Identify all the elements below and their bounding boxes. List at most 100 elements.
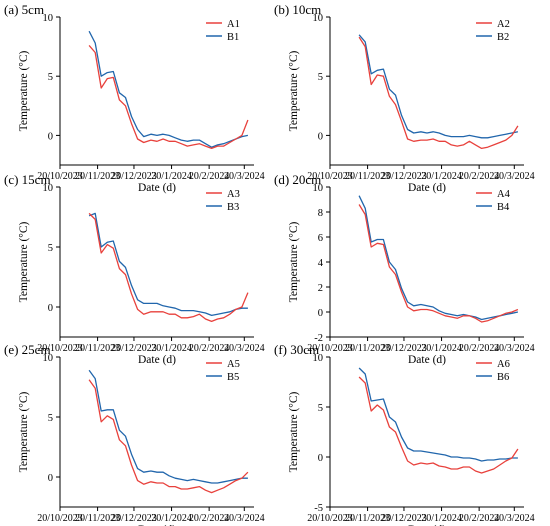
y-tick-label: 10 [43, 183, 54, 194]
x-tick-label: 20/2/2024 [459, 513, 500, 524]
series-line-B3 [88, 212, 248, 317]
y-axis-title: Temperature (°C) [18, 391, 30, 472]
legend-label: B3 [227, 202, 239, 213]
legend-label: B4 [497, 202, 510, 213]
x-tick-label: 20/12/2023 [111, 513, 157, 524]
x-tick-label: 20/10/2023 [37, 343, 83, 354]
series-line-B2 [358, 34, 519, 139]
legend-label: B5 [227, 372, 239, 383]
y-tick-label: 5 [318, 403, 323, 414]
x-tick-label: 20/1/2024 [421, 171, 462, 182]
y-axis-title: Temperature (°C) [288, 391, 300, 472]
x-tick-label: 20/11/2023 [345, 343, 390, 354]
legend-label: B1 [227, 32, 239, 43]
x-tick-label: 20/12/2023 [381, 513, 427, 524]
x-tick-label: 20/11/2023 [75, 171, 120, 182]
y-axis-title: Temperature (°C) [288, 50, 300, 131]
x-tick-label: 20/11/2023 [75, 513, 120, 524]
x-tick-label: 20/12/2023 [111, 343, 157, 354]
y-tick-label: 0 [48, 303, 53, 314]
x-tick-label: 20/10/2023 [37, 171, 83, 182]
y-tick-label: 0 [48, 473, 53, 484]
y-axis-title: Temperature (°C) [18, 50, 30, 131]
x-tick-label: 20/10/2023 [307, 513, 353, 524]
panel-title: (a) 5cm [4, 2, 44, 17]
x-axis-title: Date (d) [138, 182, 176, 194]
x-tick-label: 20/2/2024 [189, 171, 230, 182]
legend-label: A3 [227, 189, 240, 200]
legend-label: B2 [497, 32, 509, 43]
y-tick-label: 10 [313, 353, 324, 364]
y-tick-label: 6 [318, 233, 323, 244]
y-tick-label: 10 [313, 183, 324, 194]
chart-panel-6: (f) 30cm -5 0 5 10 Temperature (°C) 20/10/2023… [274, 342, 535, 526]
x-axis-title: Date (d) [408, 354, 446, 366]
series-line-A2 [358, 36, 519, 150]
panel-title: (d) 20cm [274, 172, 321, 187]
x-tick-label: 20/3/2024 [224, 513, 265, 524]
x-tick-label: 20/3/2024 [494, 513, 535, 524]
series-line-A3 [88, 212, 249, 323]
x-tick-label: 20/1/2024 [421, 343, 462, 354]
x-axis-title: Date (d) [408, 524, 446, 526]
x-tick-label: 20/2/2024 [459, 343, 500, 354]
y-tick-label: 0 [318, 131, 323, 142]
x-tick-label: 20/1/2024 [421, 513, 462, 524]
series-line-B4 [358, 195, 519, 321]
y-tick-label: 10 [43, 353, 54, 364]
series-line-B6 [358, 367, 518, 462]
x-tick-label: 20/1/2024 [151, 171, 192, 182]
legend-label: A4 [497, 189, 511, 200]
y-tick-label: -2 [314, 333, 323, 344]
x-tick-label: 20/11/2023 [345, 171, 390, 182]
y-tick-label: 4 [318, 258, 324, 269]
x-tick-label: 20/3/2024 [224, 171, 265, 182]
legend-label: B6 [497, 372, 509, 383]
y-tick-label: 10 [313, 13, 324, 24]
panel-title: (f) 30cm [274, 342, 319, 357]
series-line-B1 [88, 30, 249, 148]
legend-label: A2 [497, 19, 510, 30]
y-tick-label: 5 [48, 72, 53, 83]
y-tick-label: 0 [48, 131, 53, 142]
legend-label: A5 [227, 359, 240, 370]
y-tick-label: 8 [318, 208, 323, 219]
x-tick-label: 20/1/2024 [151, 343, 192, 354]
y-axis-title: Temperature (°C) [288, 221, 300, 302]
series-line-B5 [88, 369, 248, 484]
y-tick-label: -5 [314, 503, 323, 514]
y-tick-label: 5 [48, 413, 53, 424]
x-tick-label: 20/3/2024 [224, 343, 265, 354]
x-tick-label: 20/11/2023 [75, 343, 120, 354]
x-tick-label: 20/3/2024 [494, 171, 535, 182]
x-tick-label: 20/2/2024 [189, 513, 230, 524]
x-tick-label: 20/2/2024 [459, 171, 500, 182]
x-tick-label: 20/10/2023 [307, 343, 353, 354]
y-tick-label: 0 [318, 453, 323, 464]
x-tick-label: 20/12/2023 [381, 171, 427, 182]
x-tick-label: 20/1/2024 [151, 513, 192, 524]
panel-title: (b) 10cm [274, 2, 321, 17]
y-tick-label: 0 [318, 308, 323, 319]
x-tick-label: 20/11/2023 [345, 513, 390, 524]
y-axis-title: Temperature (°C) [18, 221, 30, 302]
x-tick-label: 20/12/2023 [381, 343, 427, 354]
x-axis-title: Date (d) [138, 524, 176, 526]
panel-title: (e) 25cm [4, 342, 51, 357]
series-line-A1 [88, 44, 249, 150]
y-tick-label: 2 [318, 283, 323, 294]
y-tick-label: 5 [318, 72, 323, 83]
x-tick-label: 20/10/2023 [37, 513, 83, 524]
chart-panel-4: (d) 20cm -2 0 2 4 6 8 10 Temperature (°C) 20/10/2… [274, 172, 535, 366]
series-line-A6 [358, 376, 519, 474]
x-tick-label: 20/10/2023 [307, 171, 353, 182]
x-axis-title: Date (d) [138, 354, 176, 366]
x-tick-label: 20/12/2023 [111, 171, 157, 182]
x-tick-label: 20/3/2024 [494, 343, 535, 354]
legend-label: A6 [497, 359, 510, 370]
